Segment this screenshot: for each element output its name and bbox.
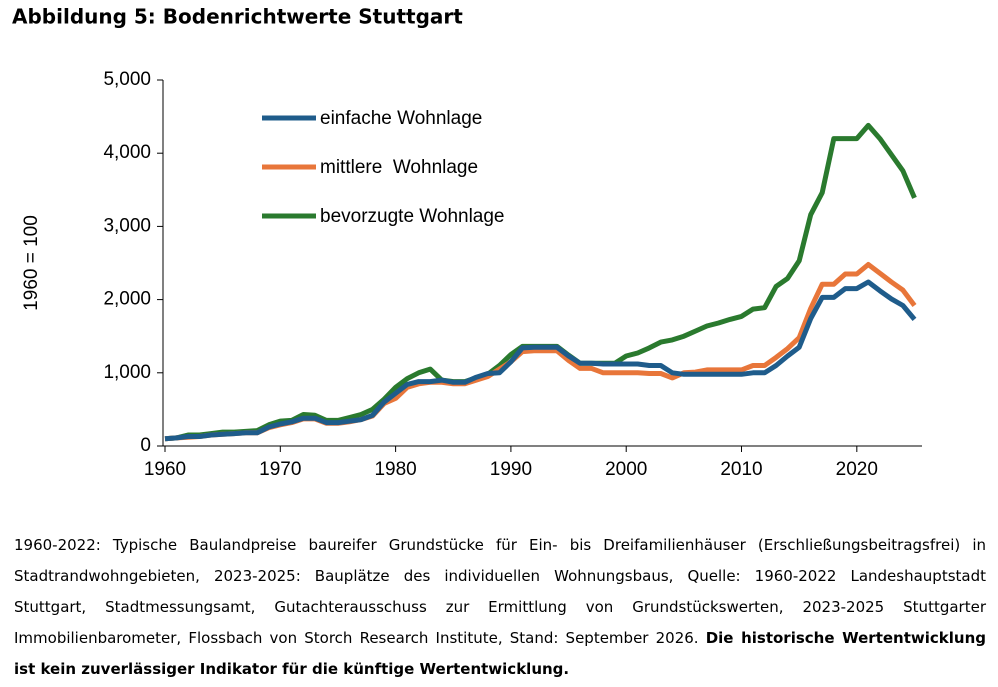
y-tick-label: 0	[140, 435, 151, 456]
y-tick-label: 5,000	[103, 69, 151, 90]
footnote: 1960-2022: Typische Baulandpreise baurei…	[14, 530, 986, 685]
note: 1960-2022: Typische Baulandpreise baurei…	[14, 536, 986, 647]
y-tick-label: 2,000	[103, 289, 151, 310]
x-tick-label: 1980	[374, 459, 416, 480]
legend-label: einfache Wohnlage	[320, 108, 482, 129]
chart: Abbildung 5: Bodenrichtwerte Stuttgart 1…	[12, 5, 922, 480]
series-line	[164, 262, 917, 442]
x-tick-label: 1960	[144, 459, 186, 480]
x-tick-label: 1970	[259, 459, 301, 480]
chart-title: Abbildung 5: Bodenrichtwerte Stuttgart	[12, 5, 463, 29]
y-tick-label: 1,000	[103, 362, 151, 383]
legend-label: bevorzugte Wohnlage	[320, 206, 505, 227]
legend-label: mittlere Wohnlage	[320, 157, 478, 178]
x-tick-label: 1990	[490, 459, 532, 480]
y-tick-label: 3,000	[103, 215, 151, 236]
series-line	[164, 279, 917, 442]
y-axis-label: 1960 = 100	[21, 215, 42, 311]
series-line	[164, 122, 917, 442]
y-tick-label: 4,000	[103, 142, 151, 163]
x-tick-label: 2020	[836, 459, 878, 480]
note-bold: Die historische Wertentwicklung ist kein…	[14, 629, 986, 678]
x-tick-label: 2010	[720, 459, 762, 480]
x-tick-label: 2000	[605, 459, 647, 480]
